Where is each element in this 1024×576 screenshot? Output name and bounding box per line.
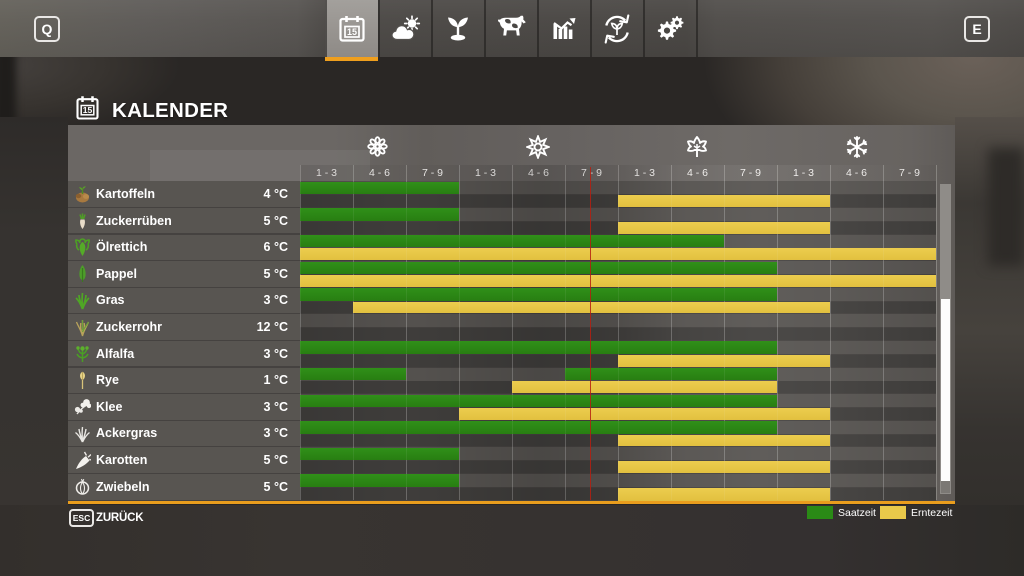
svg-text:15: 15 xyxy=(347,27,357,37)
svg-text:15: 15 xyxy=(83,105,93,115)
